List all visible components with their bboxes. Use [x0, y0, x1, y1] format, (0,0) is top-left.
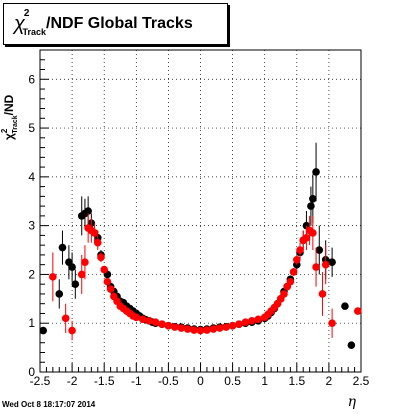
data-point	[321, 260, 330, 269]
data-point	[145, 316, 153, 325]
data-point	[164, 321, 173, 330]
y-tick-label: 3	[28, 219, 35, 233]
data-point	[328, 319, 336, 328]
x-axis-label: η	[347, 394, 356, 410]
data-point	[254, 315, 263, 324]
data-point	[68, 326, 76, 335]
y-axis-label: χ2 Track/ND	[0, 94, 19, 140]
data-point	[171, 323, 179, 331]
data-point	[280, 290, 288, 298]
data-point	[138, 315, 147, 324]
x-tick-label: 2.5	[353, 374, 370, 388]
title-sub: Track	[22, 27, 47, 37]
title-sup: 2	[23, 7, 30, 19]
data-point	[39, 326, 48, 335]
y-tick-label: 2	[28, 267, 35, 281]
data-point	[222, 323, 230, 331]
y-tick-label: 5	[28, 121, 35, 135]
data-point	[296, 246, 304, 254]
data-point	[183, 325, 192, 333]
data-point	[235, 320, 243, 328]
title-text: /NDF Global Tracks	[46, 15, 193, 32]
data-point	[100, 265, 108, 274]
data-point	[353, 307, 362, 315]
ylabel-sup: 2	[0, 128, 9, 134]
data-point	[328, 258, 336, 267]
data-point	[309, 229, 317, 237]
chart-title: χ 2 Track /NDF Global Tracks	[3, 3, 228, 45]
y-tick-label: 1	[28, 316, 35, 330]
data-point	[209, 325, 218, 333]
x-tick-label: -2	[67, 374, 78, 388]
data-point	[177, 324, 186, 332]
data-point	[158, 320, 166, 328]
y-tick-label: 0	[28, 365, 35, 379]
data-point	[286, 277, 295, 286]
ylabel-chi: χ	[2, 133, 16, 140]
data-point	[61, 314, 70, 323]
data-point	[84, 207, 92, 215]
x-tick-label: 1	[261, 374, 268, 388]
data-point	[71, 280, 80, 288]
timestamp: Wed Oct 8 18:17:07 2014	[2, 400, 96, 409]
data-point	[49, 273, 57, 281]
x-tick-label: -2.5	[30, 374, 51, 388]
data-point	[132, 313, 141, 322]
x-axis-ticks: -2.5 -2 -1.5 -1 -0.5 0 0.5 1 1.5 2 2.5	[30, 363, 370, 388]
data-point	[347, 341, 356, 349]
ylabel-rest: /ND	[2, 94, 16, 116]
series-layer	[39, 142, 362, 349]
data-point	[248, 316, 256, 325]
ylabel-sub: Track	[12, 115, 19, 134]
data-point	[90, 229, 99, 237]
data-point	[77, 270, 86, 279]
x-tick-label: -1.5	[94, 374, 115, 388]
data-point	[302, 234, 311, 242]
data-point	[341, 302, 349, 310]
data-point	[318, 290, 327, 298]
data-point	[241, 318, 250, 327]
x-tick-label: 0	[197, 374, 204, 388]
x-tick-label: 1.5	[288, 374, 305, 388]
data-point	[106, 285, 115, 293]
data-point	[196, 326, 205, 335]
y-tick-label: 4	[28, 170, 35, 184]
title-chi: χ	[14, 12, 25, 35]
x-tick-label: 2	[326, 374, 333, 388]
x-tick-label: -0.5	[158, 374, 179, 388]
data-point	[58, 243, 67, 252]
data-point	[81, 258, 89, 267]
y-tick-label: 6	[28, 72, 35, 86]
data-point	[55, 290, 64, 298]
data-point	[289, 268, 298, 276]
data-point	[215, 324, 224, 332]
data-point	[312, 263, 320, 271]
data-point	[312, 168, 320, 176]
x-tick-label: 0.5	[224, 374, 241, 388]
data-point	[228, 321, 237, 330]
data-point	[309, 195, 317, 203]
data-point	[68, 263, 76, 271]
data-point	[293, 255, 301, 264]
x-tick-label: -1	[131, 374, 142, 388]
data-point	[203, 326, 211, 334]
series-1	[49, 213, 362, 341]
data-point	[103, 277, 112, 286]
series-0	[39, 142, 356, 349]
data-point	[151, 318, 160, 327]
data-point	[307, 202, 315, 210]
data-point	[93, 238, 102, 247]
data-point	[190, 326, 198, 334]
data-point	[97, 253, 105, 262]
data-point	[315, 246, 324, 254]
